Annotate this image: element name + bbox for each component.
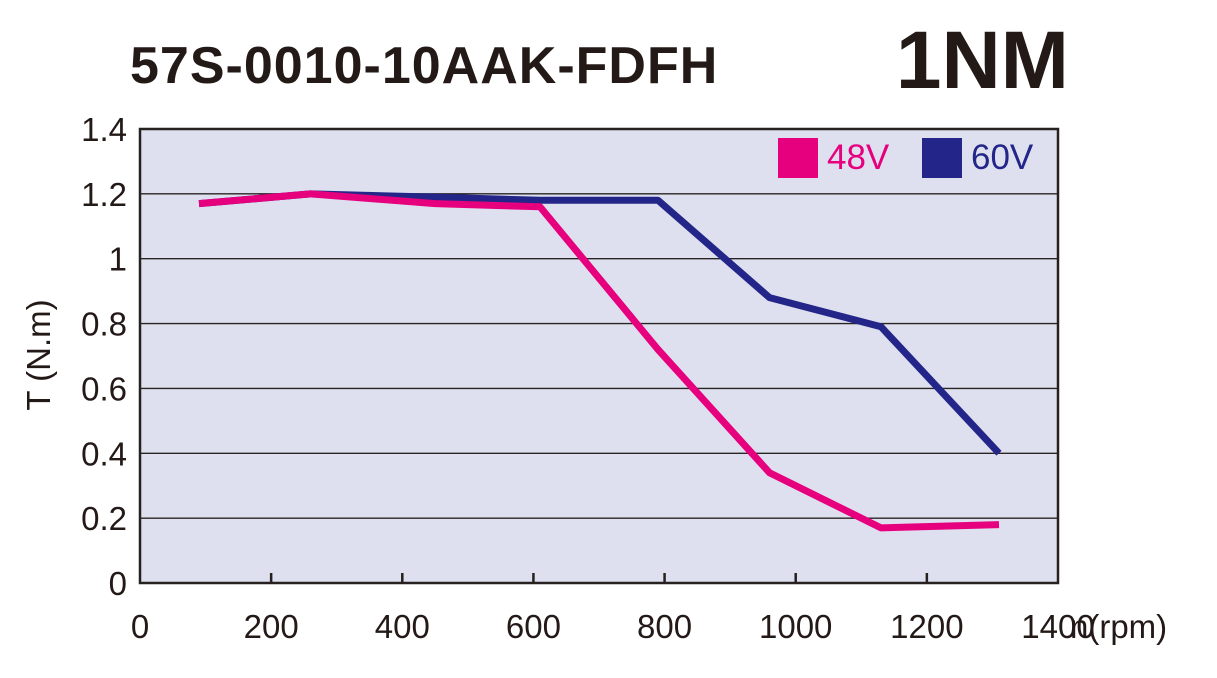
y-tick-label-1.2: 1.2 <box>81 176 127 213</box>
x-tick-label-200: 200 <box>244 608 299 645</box>
gridlines <box>140 193 1058 519</box>
x-tick-label-1200: 1200 <box>890 608 963 645</box>
series-line-48v <box>198 190 1000 532</box>
legend-swatch-60v <box>922 138 962 178</box>
legend-label-48v: 48V <box>827 138 890 177</box>
y-tick-label-1.4: 1.4 <box>81 111 127 148</box>
x-tick-label-600: 600 <box>506 608 561 645</box>
y-axis-label: T (N.m) <box>20 299 57 410</box>
x-tick-label-400: 400 <box>375 608 430 645</box>
legend-label-60v: 60V <box>971 138 1034 177</box>
x-axis-tick-labels: 0 200 400 600 800 1000 1200 1400 <box>131 608 1095 645</box>
x-axis-ticks <box>269 573 929 583</box>
x-tick-label-1400: 1400 <box>1021 608 1094 645</box>
y-tick-label-0.6: 0.6 <box>81 370 127 407</box>
y-axis-tick-labels: 0 0.2 0.4 0.6 0.8 1 1.2 1.4 <box>81 111 127 602</box>
y-tick-label-0.2: 0.2 <box>81 500 127 537</box>
legend-swatch-48v <box>778 138 818 178</box>
page-title: 57S-0010-10AAK-FDFH <box>130 37 719 95</box>
legend-item-60v: 60V <box>922 138 1033 178</box>
y-tick-label-0: 0 <box>109 565 127 602</box>
x-axis-label: n(rpm) <box>1070 608 1167 645</box>
torque-rating-badge: 1NM <box>895 15 1069 106</box>
y-tick-label-0.8: 0.8 <box>81 306 127 343</box>
series-lines <box>198 190 1002 532</box>
legend-item-48v: 48V <box>778 138 889 178</box>
x-tick-label-0: 0 <box>131 608 149 645</box>
x-tick-label-1000: 1000 <box>759 608 832 645</box>
y-tick-label-1: 1 <box>109 241 127 278</box>
y-tick-label-0.4: 0.4 <box>81 435 127 472</box>
x-tick-label-800: 800 <box>637 608 692 645</box>
plot-area-border <box>138 127 1060 585</box>
